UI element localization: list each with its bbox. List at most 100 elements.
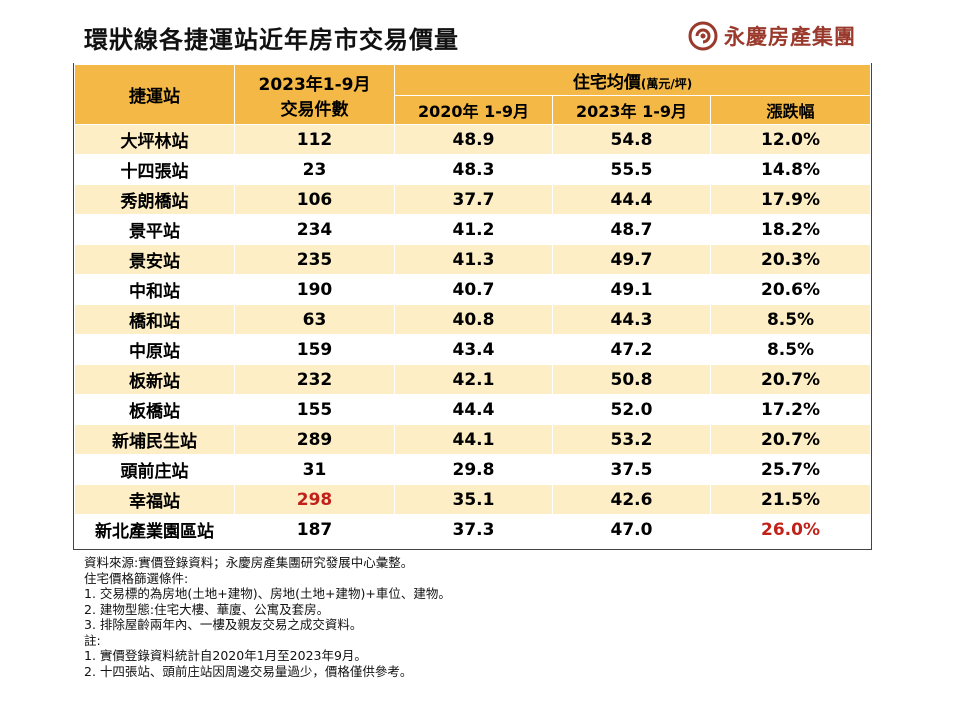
table-row: 頭前庄站 31 29.8 37.5 25.7% [74,454,872,485]
cell-station: 大坪林站 [74,124,235,155]
header-2023: 2023年 1-9月 [552,95,711,125]
cell-price-2023: 48.7 [552,214,711,245]
cell-count: 190 [234,274,395,305]
cell-station: 秀朗橋站 [74,184,235,215]
table-row: 新埔民生站 289 44.1 53.2 20.7% [74,424,872,455]
header-count: 2023年1-9月 交易件數 [234,64,395,125]
table-row: 景平站 234 41.2 48.7 18.2% [74,214,872,245]
cell-price-2020: 44.1 [394,424,553,455]
cell-price-2020: 41.2 [394,214,553,245]
cell-station: 十四張站 [74,154,235,185]
cell-station: 頭前庄站 [74,454,235,485]
cell-station: 中原站 [74,334,235,365]
header-count-line1: 2023年1-9月 [258,74,371,95]
cell-count: 187 [234,514,395,545]
header-station: 捷運站 [74,64,235,125]
header-2020: 2020年 1-9月 [394,95,553,125]
table-row: 中原站 159 43.4 47.2 8.5% [74,334,872,365]
cell-station: 板新站 [74,364,235,395]
cell-price-2020: 29.8 [394,454,553,485]
cell-change: 20.6% [709,274,872,305]
cell-price-2023: 47.0 [552,514,711,545]
cell-price-2023: 49.1 [552,274,711,305]
price-volume-table: 捷運站 2023年1-9月 交易件數 住宅均價(萬元/坪) 2020年 1-9月… [74,64,872,545]
cell-station: 景安站 [74,244,235,275]
header-price-group: 住宅均價(萬元/坪) [393,64,872,96]
cell-change: 26.0% [709,514,872,545]
cell-station: 中和站 [74,274,235,305]
table-row: 幸福站 298 35.1 42.6 21.5% [74,484,872,515]
cell-count: 289 [234,424,395,455]
cell-price-2023: 42.6 [552,484,711,515]
cell-station: 新北產業園區站 [74,514,235,545]
cell-count: 106 [234,184,395,215]
table-row: 大坪林站 112 48.9 54.8 12.0% [74,124,872,155]
cell-price-2020: 40.8 [394,304,553,335]
table-row: 板新站 232 42.1 50.8 20.7% [74,364,872,395]
cell-price-2023: 49.7 [552,244,711,275]
cell-price-2023: 53.2 [552,424,711,455]
brand-logo: 永慶房產集團 [688,20,856,52]
brand-name: 永慶房產集團 [724,25,856,49]
header-price-label: 住宅均價 [572,72,641,93]
cell-price-2023: 50.8 [552,364,711,395]
cell-price-2023: 52.0 [552,394,711,425]
cell-station: 幸福站 [74,484,235,515]
cell-price-2023: 47.2 [552,334,711,365]
note-line: 1. 實價登錄資料統計自2020年1月至2023年9月。 [84,648,367,663]
cell-count: 23 [234,154,395,185]
cell-price-2020: 35.1 [394,484,553,515]
cell-price-2023: 54.8 [552,124,711,155]
cell-price-2020: 48.3 [394,154,553,185]
cell-change: 20.3% [709,244,872,275]
cell-station: 景平站 [74,214,235,245]
cell-count: 63 [234,304,395,335]
cell-change: 25.7% [709,454,872,485]
table-row: 中和站 190 40.7 49.1 20.6% [74,274,872,305]
cell-price-2023: 44.4 [552,184,711,215]
table-row: 橋和站 63 40.8 44.3 8.5% [74,304,872,335]
cell-change: 17.2% [709,394,872,425]
cell-price-2023: 44.3 [552,304,711,335]
cell-change: 14.8% [709,154,872,185]
note-line: 3. 排除屋齡兩年內、一樓及親友交易之成交資料。 [84,617,363,632]
cell-count: 234 [234,214,395,245]
cell-price-2020: 43.4 [394,334,553,365]
cell-price-2020: 37.3 [394,514,553,545]
table-body: 大坪林站 112 48.9 54.8 12.0% 十四張站 23 48.3 55.5 14.8% 秀… [74,124,872,545]
cell-count: 232 [234,364,395,395]
table-row: 秀朗橋站 106 37.7 44.4 17.9% [74,184,872,215]
cell-price-2020: 44.4 [394,394,553,425]
header-count-line2: 交易件數 [280,99,349,120]
cell-count: 31 [234,454,395,485]
cell-count: 112 [234,124,395,155]
note-line: 2. 建物型態:住宅大樓、華廈、公寓及套房。 [84,601,330,617]
cell-change: 12.0% [709,124,872,155]
cell-change: 20.7% [709,424,872,455]
header-price-unit: (萬元/坪) [640,76,693,91]
cell-change: 17.9% [709,184,872,215]
cell-price-2023: 55.5 [552,154,711,185]
cell-change: 8.5% [709,304,872,335]
cell-count: 159 [234,334,395,365]
note-line: 註: [84,632,101,648]
note-line: 1. 交易標的為房地(土地+建物)、房地(土地+建物)+車位、建物。 [84,586,451,601]
header-change: 漲跌幅 [709,95,872,125]
cell-count: 235 [234,244,395,275]
cell-price-2020: 41.3 [394,244,553,275]
footnotes: 資料來源:實價登錄資料；永慶房產集團研究發展中心彙整。 住宅價格篩選條件: 1. 交… [84,555,884,679]
cell-price-2020: 40.7 [394,274,553,305]
cell-price-2023: 37.5 [552,454,711,485]
cell-price-2020: 48.9 [394,124,553,155]
cell-station: 橋和站 [74,304,235,335]
note-line: 2. 十四張站、頭前庄站因周邊交易量過少，價格僅供參考。 [84,663,413,679]
note-line: 資料來源:實價登錄資料；永慶房產集團研究發展中心彙整。 [84,555,414,570]
cell-count: 298 [234,484,395,515]
cell-price-2020: 42.1 [394,364,553,395]
cell-count: 155 [234,394,395,425]
cell-station: 新埔民生站 [74,424,235,455]
table-row: 十四張站 23 48.3 55.5 14.8% [74,154,872,185]
cell-change: 8.5% [709,334,872,365]
cell-change: 18.2% [709,214,872,245]
yungching-logo-icon [688,21,718,51]
